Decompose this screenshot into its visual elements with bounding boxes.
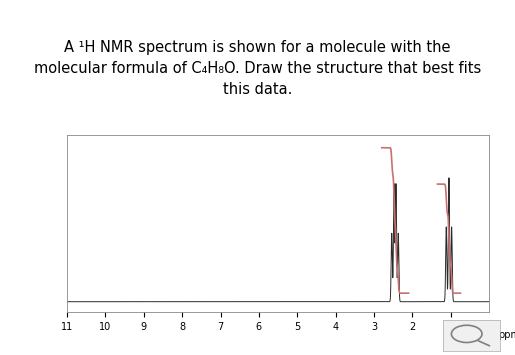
Text: ppm: ppm: [497, 330, 515, 340]
Text: A ¹H NMR spectrum is shown for a molecule with the
molecular formula of C₄H₈O. D: A ¹H NMR spectrum is shown for a molecul…: [34, 40, 481, 97]
